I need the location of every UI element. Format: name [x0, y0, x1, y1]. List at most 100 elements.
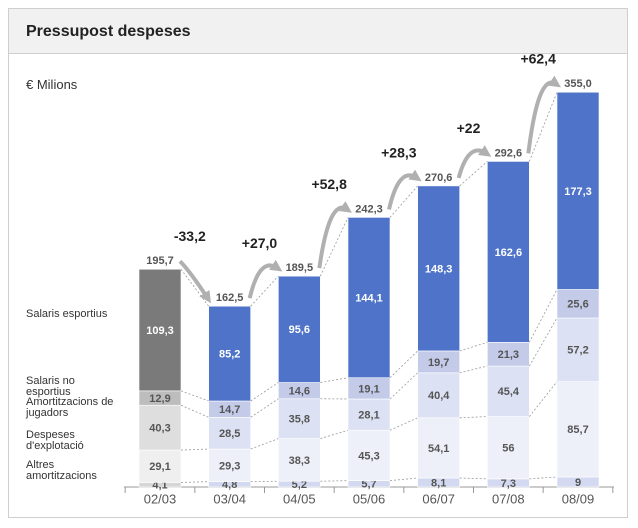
- connector: [320, 429, 349, 439]
- connector: [180, 448, 209, 451]
- change-arrow: [178, 259, 211, 304]
- bar-segment: [208, 305, 251, 402]
- connector: [389, 350, 418, 379]
- bar-segment: [138, 404, 182, 451]
- segment-label: 19,7: [428, 357, 449, 369]
- connector: [320, 377, 349, 383]
- connector: [250, 275, 279, 307]
- bar-segment: [278, 275, 321, 383]
- connector: [180, 404, 209, 418]
- bar-segment: [556, 289, 600, 319]
- change-label: +62,4: [520, 51, 556, 67]
- x-tick-label: 07/08: [492, 491, 525, 506]
- total-label: 242,3: [355, 203, 383, 215]
- segment-label: 19,1: [358, 383, 379, 395]
- x-tick-label: 06/07: [422, 491, 455, 506]
- change-arrow: [456, 145, 492, 179]
- bar-segment: [138, 449, 182, 483]
- segment-label: 4,8: [222, 479, 237, 491]
- connector: [528, 317, 558, 367]
- segment-label: 29,3: [219, 460, 240, 472]
- connector: [389, 477, 418, 482]
- connector: [250, 382, 279, 402]
- segment-label: 162,6: [495, 247, 523, 259]
- bar-segment: [487, 416, 530, 480]
- segment-label: 40,3: [149, 423, 170, 435]
- total-label: 270,6: [425, 172, 453, 184]
- segment-label: 109,3: [146, 325, 174, 337]
- bar-segment: [556, 91, 600, 290]
- change-arrow: [387, 169, 422, 210]
- segment-label: 7,3: [501, 478, 516, 490]
- connector: [528, 92, 558, 162]
- connector: [459, 416, 488, 419]
- connector: [528, 289, 558, 343]
- bar-segment: [556, 381, 600, 478]
- total-label: 292,6: [495, 147, 523, 159]
- segment-label: 148,3: [425, 263, 453, 275]
- connector: [389, 185, 418, 218]
- bar-segment: [347, 429, 391, 481]
- segment-label: 54,1: [428, 443, 449, 455]
- total-label: 162,5: [216, 292, 244, 304]
- header: [8, 8, 628, 54]
- x-tick-label: 03/04: [213, 491, 246, 506]
- connector: [319, 217, 349, 277]
- segment-label: 8,1: [431, 477, 446, 489]
- connector: [389, 417, 418, 431]
- segment-label: 95,6: [289, 324, 310, 336]
- legend-label: Salaris no esportius: [26, 375, 75, 398]
- x-tick-label: 02/03: [144, 491, 177, 506]
- connector: [459, 477, 488, 480]
- bar-segment: [347, 398, 391, 431]
- x-tick-label: 08/09: [562, 491, 595, 506]
- segment-label: 40,4: [428, 390, 450, 402]
- segment-label: 56: [502, 443, 514, 455]
- x-tick-label: 04/05: [283, 491, 316, 506]
- connector: [180, 481, 209, 483]
- segment-label: 5,2: [292, 479, 307, 491]
- bar-segment: [417, 185, 460, 352]
- connector: [459, 365, 488, 374]
- change-label: +28,3: [381, 145, 417, 161]
- change-arrow: [317, 201, 352, 269]
- segment-label: 45,4: [498, 386, 520, 398]
- bar-segment: [417, 372, 460, 419]
- segment-label: 28,1: [358, 410, 379, 422]
- segment-label: 14,6: [289, 386, 310, 398]
- total-label: 195,7: [146, 255, 174, 267]
- bar-segment: [278, 438, 321, 482]
- segment-label: 14,7: [219, 404, 240, 416]
- bar-segment: [347, 217, 391, 379]
- bar-segment: [208, 448, 251, 482]
- connector: [250, 398, 279, 418]
- legend-label: Salaris esportius: [26, 308, 108, 320]
- legend-label: Despeses d'explotació: [26, 429, 84, 452]
- total-label: 189,5: [286, 262, 314, 274]
- segment-label: 28,5: [219, 428, 240, 440]
- bar-segment: [138, 268, 182, 392]
- segment-label: 85,7: [567, 424, 588, 436]
- change-label: +27,0: [242, 235, 278, 251]
- x-tick-label: 05/06: [353, 491, 386, 506]
- segment-label: 38,3: [289, 455, 310, 467]
- bar-segment: [556, 317, 600, 382]
- connector: [389, 372, 418, 400]
- connector: [529, 476, 558, 480]
- change-label: +52,8: [311, 176, 347, 192]
- segment-label: 35,8: [289, 414, 310, 426]
- segment-label: 25,6: [567, 299, 588, 311]
- connector: [250, 438, 279, 450]
- segment-label: 57,2: [567, 345, 588, 357]
- segment-label: 85,2: [219, 348, 240, 360]
- total-label: 355,0: [564, 78, 592, 90]
- segment-label: 45,3: [358, 450, 379, 462]
- segment-label: 144,1: [355, 292, 383, 304]
- change-label: +22: [457, 120, 481, 136]
- change-arrow: [247, 259, 283, 299]
- chart-title: Pressupost despeses: [26, 23, 191, 40]
- connector: [180, 390, 209, 402]
- connector: [459, 341, 488, 352]
